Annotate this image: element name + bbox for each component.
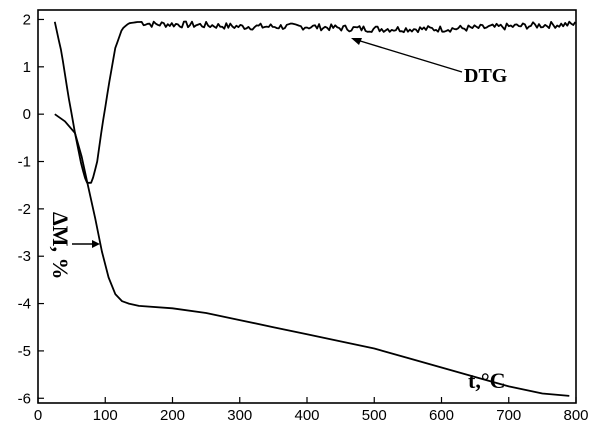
- axis-ticks: 0 100 200 300 400 500 600 700 800 2 1 0 -1 -2 -3 -4 -5 -6: [18, 11, 589, 424]
- x-axis-label: t,°C: [468, 368, 506, 393]
- chart-curves: [53, 20, 577, 397]
- dtg-arrow-head: [351, 38, 362, 45]
- y-tick-label: -1: [18, 154, 31, 171]
- y-tick-label: -3: [18, 248, 31, 265]
- chart-annotations: DTG: [72, 38, 508, 248]
- x-tick-label: 500: [362, 407, 387, 424]
- dtg-annotation: DTG: [464, 65, 508, 87]
- dm-arrow-head: [92, 240, 100, 248]
- x-tick-label: 600: [429, 407, 454, 424]
- x-tick-label: 700: [496, 407, 521, 424]
- y-tick-label: 2: [23, 11, 31, 28]
- y-tick-label: 0: [23, 106, 31, 123]
- x-tick-label: 800: [563, 407, 588, 424]
- y-tick-label: -5: [18, 343, 31, 360]
- mass-loss-curve: [54, 113, 570, 397]
- y-tick-label: 1: [23, 59, 31, 76]
- y-tick-label: -6: [18, 390, 31, 407]
- y-axis-label: ΔM, %: [48, 212, 73, 280]
- x-tick-label: 400: [294, 407, 319, 424]
- y-tick-label: -4: [18, 296, 31, 313]
- dtg-arrow-line: [356, 39, 463, 73]
- x-tick-label: 0: [34, 407, 42, 424]
- dtg-curve: [53, 20, 577, 184]
- x-tick-label: 300: [227, 407, 252, 424]
- y-tick-label: -2: [18, 201, 31, 218]
- x-tick-label: 100: [93, 407, 118, 424]
- x-tick-label: 200: [160, 407, 185, 424]
